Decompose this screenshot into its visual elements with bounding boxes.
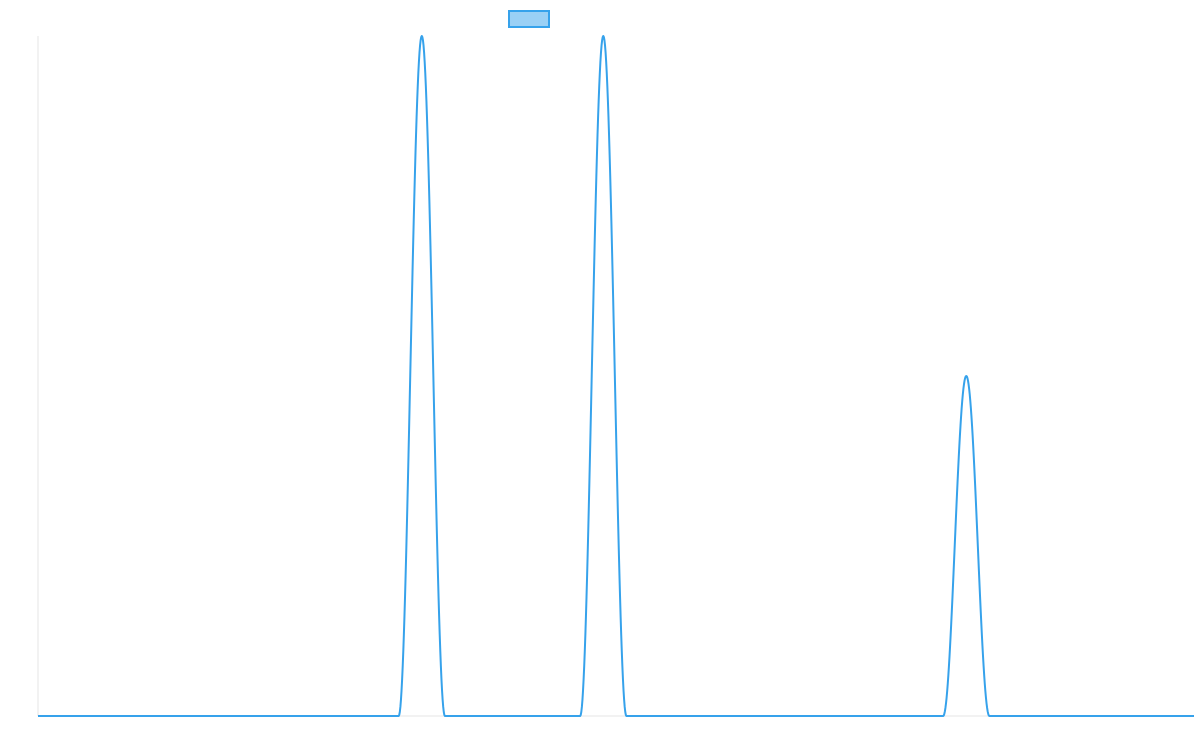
legend-swatch[interactable]	[508, 10, 550, 28]
series-line-0	[37, 35, 1195, 717]
